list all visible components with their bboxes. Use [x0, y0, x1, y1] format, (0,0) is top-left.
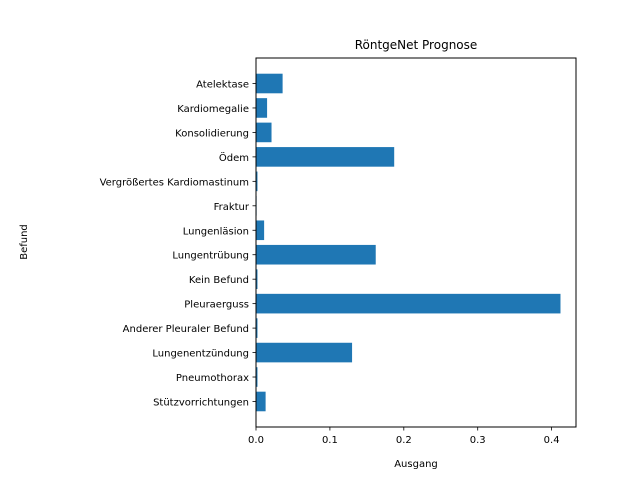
- x-tick-label: 0.3: [470, 435, 486, 446]
- y-tick-label: Kardiomegalie: [177, 104, 249, 115]
- y-tick-label: Pneumothorax: [176, 373, 249, 384]
- y-tick-label: Anderer Pleuraler Befund: [123, 324, 249, 335]
- y-tick-label: Pleuraerguss: [184, 300, 249, 311]
- bars: [256, 73, 561, 412]
- y-tick-label: Kein Befund: [189, 275, 249, 286]
- bar-konsolidierung: [256, 122, 272, 143]
- bar-stutzvorrichtungen: [256, 391, 266, 412]
- y-tick-label: Stützvorrichtungen: [153, 397, 249, 408]
- chart-title: RöntgeNet Prognose: [355, 38, 478, 52]
- bar-vergrossertes-kardiomastinum: [256, 171, 258, 192]
- bar-kein-befund: [256, 269, 258, 289]
- y-tick-label: Fraktur: [214, 202, 250, 213]
- y-tick-label: Lungenentzündung: [152, 349, 249, 360]
- bar-lungenentzundung: [256, 342, 353, 363]
- bar-anderer-pleuraler-befund: [256, 318, 258, 338]
- bar-pneumothorax: [256, 367, 258, 387]
- y-tick-label: Vergrößertes Kardiomastinum: [100, 177, 249, 188]
- y-tick-label: Ödem: [219, 151, 249, 164]
- bar-lungentrubung: [256, 244, 376, 265]
- bar-pleuraerguss: [256, 293, 561, 314]
- bar-atelektase: [256, 73, 283, 94]
- bar-kardiomegalie: [256, 98, 268, 118]
- x-tick-label: 0.2: [396, 435, 412, 446]
- y-axis: Atelektase Kardiomegalie Konsolidierung Öde…: [100, 80, 256, 408]
- x-tick-label: 0.0: [248, 435, 264, 446]
- plot-frame: [255, 57, 577, 428]
- bar-lungenlasion: [256, 220, 265, 241]
- x-axis: 0.0 0.1 0.2 0.3 0.4: [248, 427, 560, 446]
- y-tick-label: Lungentrübung: [172, 251, 249, 262]
- bar-odem: [256, 147, 395, 167]
- y-tick-label: Atelektase: [196, 80, 249, 91]
- x-axis-title: Ausgang: [394, 459, 438, 470]
- x-tick-label: 0.4: [544, 435, 560, 446]
- x-tick-label: 0.1: [322, 435, 338, 446]
- y-axis-title: Befund: [19, 224, 30, 260]
- y-tick-label: Konsolidierung: [175, 128, 249, 139]
- y-tick-label: Lungenläsion: [183, 226, 249, 237]
